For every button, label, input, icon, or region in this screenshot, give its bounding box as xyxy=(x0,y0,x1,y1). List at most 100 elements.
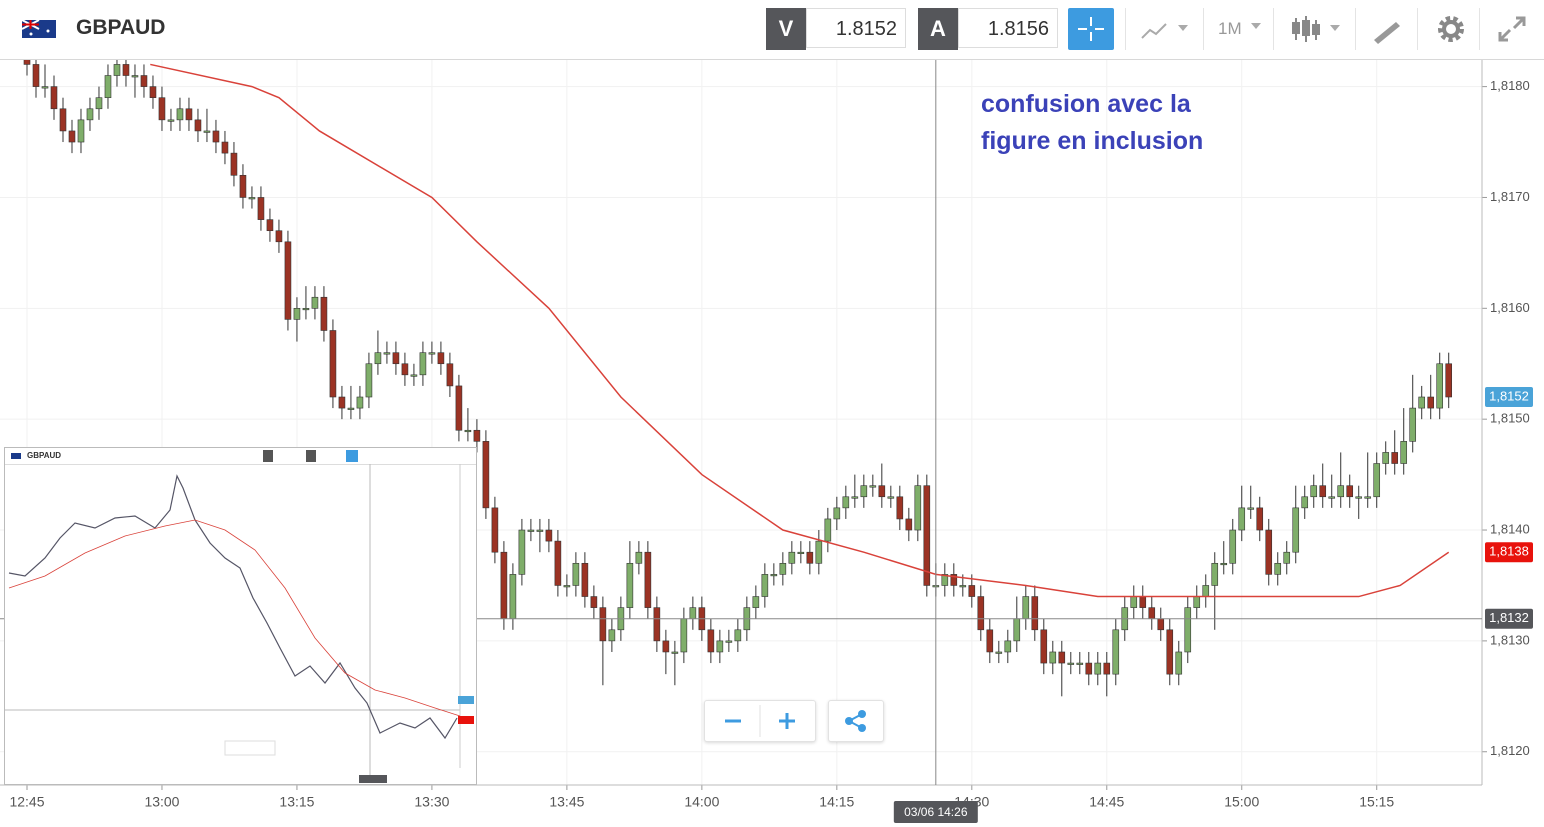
candle-body xyxy=(149,86,157,98)
candle-body xyxy=(761,574,769,597)
candle-body xyxy=(1112,629,1120,675)
candle-body xyxy=(302,308,310,311)
icon xyxy=(1498,16,1526,42)
sell-label[interactable]: V xyxy=(766,8,806,50)
annotation: confusion avec la figure en inclusion xyxy=(981,86,1203,160)
buy-label[interactable]: A xyxy=(918,8,958,50)
chart-type-button[interactable] xyxy=(1125,8,1204,50)
candle-body xyxy=(689,607,697,620)
candle-body xyxy=(257,197,265,220)
candle-body xyxy=(1355,496,1363,499)
y-tick-label: 1,8120 xyxy=(1490,743,1530,758)
candle-body xyxy=(1211,562,1219,586)
indicators-button[interactable] xyxy=(1273,8,1356,50)
share-button[interactable] xyxy=(828,700,884,742)
candle-body xyxy=(779,562,787,575)
candle-body xyxy=(311,296,319,309)
candle-body xyxy=(1274,562,1282,575)
candle-body xyxy=(230,152,238,176)
x-tick-label: 13:45 xyxy=(549,794,584,810)
candle-body xyxy=(590,596,598,608)
candle-body xyxy=(1049,651,1057,664)
candle-body xyxy=(1346,485,1354,498)
candle-body xyxy=(878,485,886,498)
candle-body xyxy=(41,86,49,89)
candle-body xyxy=(428,352,436,355)
candle-body xyxy=(1427,396,1435,409)
candle-body xyxy=(1157,618,1165,631)
x-tick-label: 15:00 xyxy=(1224,794,1259,810)
candle-body xyxy=(500,551,508,620)
candle-body xyxy=(158,97,166,121)
candle-body xyxy=(536,529,544,532)
candle-body xyxy=(644,551,652,608)
candle-body xyxy=(1283,551,1291,564)
candle-body xyxy=(1067,662,1075,665)
candle-body xyxy=(716,640,724,653)
candle-body xyxy=(842,496,850,509)
candle-body xyxy=(374,352,382,365)
candle-body xyxy=(347,407,355,410)
candle-body xyxy=(860,485,868,498)
candle-body xyxy=(1031,596,1039,631)
x-tick-label: 14:00 xyxy=(684,794,719,810)
candle-body xyxy=(968,585,976,597)
candle-body xyxy=(50,86,58,110)
candle-body xyxy=(770,574,778,577)
crosshair-button[interactable] xyxy=(1068,8,1114,50)
candle-body xyxy=(1103,662,1111,675)
icon xyxy=(1438,16,1464,42)
price-tag xyxy=(1485,387,1533,408)
candle-body xyxy=(140,75,148,87)
timeframe[interactable]: 1M xyxy=(1218,19,1242,38)
candle-body xyxy=(1022,596,1030,620)
zoom-icons[interactable] xyxy=(705,701,815,741)
candle-body xyxy=(1292,507,1300,553)
candle-body xyxy=(113,64,121,76)
crosshair-time-label: 03/06 14:26 xyxy=(904,805,968,819)
x-tick-label: 12:45 xyxy=(9,794,44,810)
candle-body xyxy=(383,352,391,355)
candle-body xyxy=(653,607,661,642)
candle-body xyxy=(887,496,895,499)
timeframe-button[interactable] xyxy=(1203,8,1274,50)
flag-icon xyxy=(21,19,56,38)
candle-body xyxy=(509,574,517,620)
candle-body xyxy=(662,640,670,653)
candle-body xyxy=(275,230,283,243)
candle-body xyxy=(1193,596,1201,608)
candle-body xyxy=(32,64,40,87)
candle-body xyxy=(563,585,571,588)
candle-body xyxy=(1004,640,1012,653)
inset-title: GBPAUD xyxy=(27,451,62,460)
candle-body xyxy=(815,540,823,564)
buy-price[interactable]: 1.8156 xyxy=(958,8,1058,48)
settings-button[interactable] xyxy=(1417,8,1480,50)
icon xyxy=(1292,16,1340,42)
candle-body xyxy=(824,518,832,542)
candle-body xyxy=(131,75,139,78)
zoom-controls xyxy=(704,700,816,742)
candle-body xyxy=(203,130,211,133)
candle-body xyxy=(266,219,274,232)
candle-body xyxy=(1175,651,1183,675)
candle-body xyxy=(518,529,526,575)
x-tick-label: 13:30 xyxy=(414,794,449,810)
candle-body xyxy=(626,562,634,608)
candle-body xyxy=(1310,485,1318,498)
candle-body xyxy=(491,507,499,553)
candle-body xyxy=(59,108,67,132)
sell-price[interactable]: 1.8152 xyxy=(806,8,906,48)
candle-body xyxy=(986,629,994,653)
candle-body xyxy=(941,574,949,586)
candle-body xyxy=(851,496,859,499)
draw-button[interactable] xyxy=(1355,8,1418,50)
candle-body xyxy=(1040,629,1048,664)
collapse-button[interactable] xyxy=(1479,8,1544,50)
crosshair-time-tag xyxy=(893,801,978,823)
candle-body xyxy=(1328,496,1336,499)
price-tag xyxy=(1485,542,1533,563)
candle-body xyxy=(797,551,805,555)
candle-body xyxy=(338,396,346,409)
candle-body xyxy=(437,352,445,365)
